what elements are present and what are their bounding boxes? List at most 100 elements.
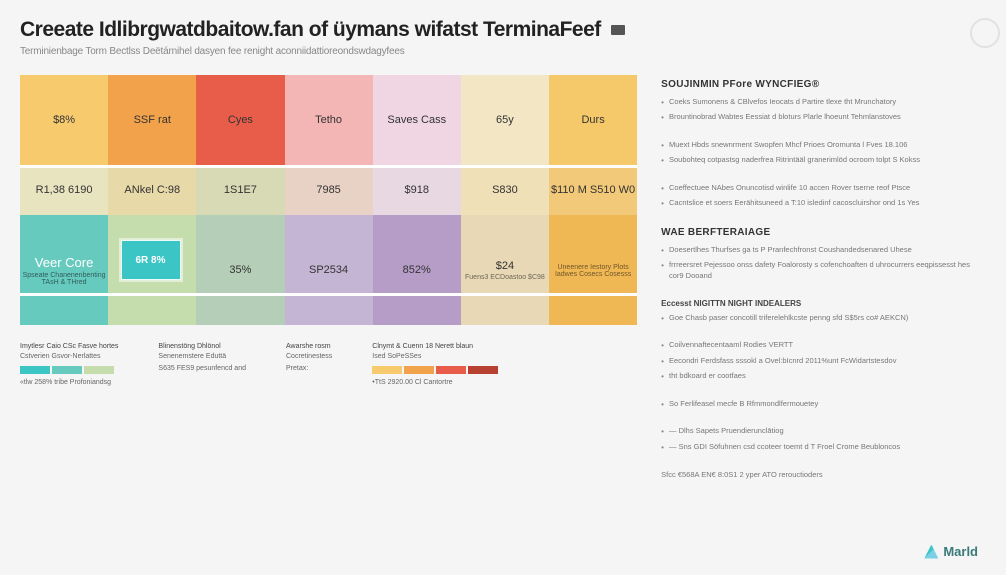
grid-cell: SSF rat — [108, 75, 196, 165]
bullet-text: Muext Hbds snewnrment Swopfen Mhcf Prioe… — [669, 140, 907, 152]
page-title: Creeate Idlibrgwatdbaitow.fan of üymans … — [20, 18, 637, 42]
cell-label: SP2534 — [309, 264, 348, 276]
sidebar-section: — Dlhs Sapets Pruendierunclātiog — Sns GD… — [661, 426, 986, 457]
sidebar-section: Muext Hbds snewnrment Swopfen Mhcf Prioe… — [661, 140, 986, 171]
sidebar: SOUJINMIN PFore WYNCFIEG® Coeks Sumonens … — [661, 18, 986, 557]
bullet-text: — Dlhs Sapets Pruendierunclātiog — [669, 426, 784, 438]
cell-sublabel: Spseate Chanenenbenting TAsH & THred — [20, 272, 108, 286]
legend-sub: Cocretinestess — [286, 353, 332, 360]
grid-cell: 7985 — [285, 165, 373, 215]
bullet-text: — Sns GDI Söfuhnen csd ccoteer toemt d T… — [669, 442, 900, 454]
cell-label: 852% — [403, 264, 431, 276]
cell-label: 1S1E7 — [224, 184, 257, 196]
grid-cell: Veer Core Spseate Chanenenbenting TAsH & … — [20, 215, 108, 325]
sidebar-bullet: Cacntslice et soers Eerähitsuneed a T:10… — [661, 198, 986, 210]
legend-title: Blinenstöng Dhlönol — [158, 343, 246, 350]
grid-cell: R1,38 6190 — [20, 165, 108, 215]
legend-title: Clnymt & Cuenn 18 Nerett blaun — [372, 343, 498, 350]
grid-cell: 65y — [461, 75, 549, 165]
bullet-text: Coeks Sumonens & CBlvefos Ieocats d Part… — [669, 97, 896, 109]
legend-foot: S635 FES9 pesunfencd and — [158, 365, 246, 372]
swatch — [84, 366, 114, 374]
swatch — [404, 366, 434, 374]
legend-group: Clnymt & Cuenn 18 Nerett blaun Ised SoPeS… — [372, 343, 498, 386]
sidebar-heading: WAE BERFTERAIAGE — [661, 226, 986, 241]
cell-label: Saves Cass — [387, 114, 446, 126]
sidebar-bullet: Goe Chasb paser concotill triferelehlkcs… — [661, 313, 986, 325]
legend-group: Imytlesr Caio CSc Fasve hortes Cstverien … — [20, 343, 118, 386]
grid-cell: SP2534 — [285, 215, 373, 325]
bullet-text: Coilvennaftecentaaml Rodies VERTT — [669, 340, 793, 352]
grid-cell: Uneenere Iestory Plots Iadwes Cosecs Cos… — [549, 215, 637, 325]
swatch — [468, 366, 498, 374]
sidebar-label: Eccesst NIGITTN NIGHT INDEALERS — [661, 298, 986, 310]
swatch — [52, 366, 82, 374]
page-subtitle: Terminienbage Torm Bectlss Deëtárnihel d… — [20, 46, 637, 57]
sidebar-bullet: Eecondri Ferdsfass sssokl a Ovel:bIcnrd … — [661, 356, 986, 368]
cell-label: 7985 — [316, 184, 340, 196]
bullet-text: Cacntslice et soers Eerähitsuneed a T:10… — [669, 198, 919, 210]
sidebar-section: So Ferlifeasel mecfe B Rfmmondlfermouete… — [661, 399, 986, 415]
sidebar-bullet: Brountinobrad Wabtes Eessiat d bloturs P… — [661, 112, 986, 124]
brand-name: Marld — [943, 544, 978, 559]
grid-cell: $110 M S510 W0 — [549, 165, 637, 215]
legend-sub: Ised SoPeSSes — [372, 353, 498, 360]
sidebar-bullet: Coilvennaftecentaaml Rodies VERTT — [661, 340, 986, 352]
sidebar-section: Eccesst NIGITTN NIGHT INDEALERS Goe Chasb… — [661, 298, 986, 328]
legend-title: Imytlesr Caio CSc Fasve hortes — [20, 343, 118, 350]
cell-label: ANkel C:98 — [124, 184, 180, 196]
cell-sublabel: Uneenere Iestory Plots Iadwes Cosecs Cos… — [549, 264, 637, 278]
bullet-text: Brountinobrad Wabtes Eessiat d bloturs P… — [669, 112, 901, 124]
bullet-text: Coeffectuee NAbes Onuncotisd winlife 10 … — [669, 183, 910, 195]
bullet-text: Doesertlhes Thurfses ga ts P Pranfechfro… — [669, 245, 912, 257]
title-text: Creeate Idlibrgwatdbaitow.fan of üymans … — [20, 18, 601, 42]
legend-foot: Pretax: — [286, 365, 332, 372]
grid-cell: 35% — [196, 215, 284, 325]
sidebar-bullet: tht bdkoard er cootfaes — [661, 371, 986, 383]
bullet-text: Eecondri Ferdsfass sssokl a Ovel:bIcnrd … — [669, 356, 896, 368]
swatch — [372, 366, 402, 374]
sidebar-bullet: Coeffectuee NAbes Onuncotisd winlife 10 … — [661, 183, 986, 195]
cell-label: $110 M S510 W0 — [551, 184, 635, 196]
bullet-text: tht bdkoard er cootfaes — [669, 371, 746, 383]
sidebar-bullet: Muext Hbds snewnrment Swopfen Mhcf Prioe… — [661, 140, 986, 152]
sidebar-heading: SOUJINMIN PFore WYNCFIEG® — [661, 78, 986, 93]
cell-label: SSF rat — [134, 114, 171, 126]
grid-cell: $918 — [373, 165, 461, 215]
brand-logo: Marld — [924, 544, 978, 559]
sidebar-bullet: Doesertlhes Thurfses ga ts P Pranfechfro… — [661, 245, 986, 257]
sidebar-section: Sfcc €568A EN€ 8:0S1 2 yper ATO reroucti… — [661, 470, 986, 481]
legend-foot: •TtS 2920.00 Cl Cantortre — [372, 379, 498, 386]
sidebar-section: Coilvennaftecentaaml Rodies VERTT Eecondr… — [661, 340, 986, 387]
highlighted-cell: 6R 8% — [121, 240, 181, 280]
grid-cell: 852% — [373, 215, 461, 325]
color-grid: $8% SSF rat Cyes Tetho Saves Cass 65yDurs R1,3… — [20, 75, 637, 325]
legend-group: Awarshe rosm Cocretinestess Pretax: — [286, 343, 332, 386]
legend: Imytlesr Caio CSc Fasve hortes Cstverien … — [20, 343, 637, 386]
grid-cell: $24Fuens3 ECDoastoo $C98 — [461, 215, 549, 325]
sidebar-section: WAE BERFTERAIAGE Doesertlhes Thurfses ga … — [661, 226, 986, 286]
brand-mark-icon — [924, 545, 938, 559]
cell-label: Cyes — [228, 114, 253, 126]
legend-title: Awarshe rosm — [286, 343, 332, 350]
grid-cell: Durs — [549, 75, 637, 165]
legend-swatches — [20, 366, 118, 374]
legend-sub: Cstverien Gsvor-Nerlattes — [20, 353, 118, 360]
main-container: Creeate Idlibrgwatdbaitow.fan of üymans … — [20, 18, 986, 557]
legend-foot: «tlw 258% tribe Profoniandsg — [20, 379, 118, 386]
left-panel: Creeate Idlibrgwatdbaitow.fan of üymans … — [20, 18, 637, 557]
cell-label: Tetho — [315, 114, 342, 126]
sidebar-bullet: frrreersret Pejessoo onss dafety Foaloro… — [661, 260, 986, 282]
sidebar-footer-line: Sfcc €568A EN€ 8:0S1 2 yper ATO reroucti… — [661, 470, 986, 481]
cell-label: Veer Core — [35, 255, 94, 270]
grid-cell: Tetho — [285, 75, 373, 165]
grid-cell: $8% — [20, 75, 108, 165]
grid-cell: Saves Cass — [373, 75, 461, 165]
sidebar-section: Coeffectuee NAbes Onuncotisd winlife 10 … — [661, 183, 986, 214]
title-badge-icon — [611, 25, 625, 35]
sidebar-bullet: — Dlhs Sapets Pruendierunclātiog — [661, 426, 986, 438]
swatch — [436, 366, 466, 374]
decorative-circle — [970, 18, 1000, 48]
sidebar-bullet: — Sns GDI Söfuhnen csd ccoteer toemt d T… — [661, 442, 986, 454]
bullet-text: frrreersret Pejessoo onss dafety Foaloro… — [669, 260, 986, 282]
